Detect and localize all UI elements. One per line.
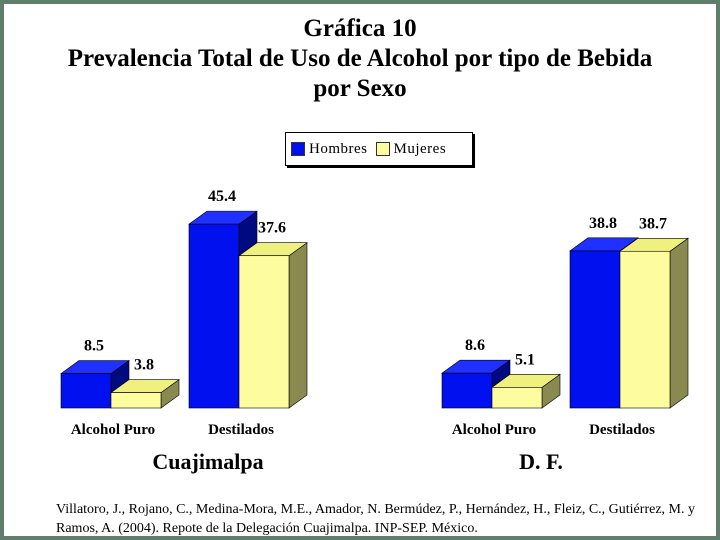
- value-label-df-destilados-hombres: 38.8: [589, 215, 617, 232]
- category-label-alcohol-puro: Alcohol Puro: [452, 422, 536, 438]
- bar-df-destilados-hombres: [569, 250, 621, 409]
- value-label-df-alcohol-puro-hombres: 8.6: [465, 337, 485, 354]
- bar-cuajimalpa-alcohol-puro-hombres: [60, 373, 112, 409]
- bar-cuajimalpa-destilados-hombres: [188, 223, 240, 409]
- bar-df-destilados-mujeres: [619, 250, 671, 409]
- category-label-destilados: Destilados: [589, 422, 655, 438]
- category-label-destilados: Destilados: [208, 422, 274, 438]
- legend-item-hombres: Hombres: [291, 141, 368, 158]
- bar-cuajimalpa-alcohol-puro-mujeres: [110, 392, 162, 409]
- bar-side-df-destilados-mujeres: [669, 237, 689, 409]
- group-label-df: D. F.: [519, 449, 563, 474]
- value-label-df-destilados-mujeres: 38.7: [639, 215, 667, 232]
- legend-swatch-hombres: [291, 142, 305, 156]
- legend-label-hombres: Hombres: [309, 140, 368, 157]
- value-label-cuajimalpa-alcohol-puro-mujeres: 3.8: [134, 357, 154, 374]
- legend-item-mujeres: Mujeres: [375, 140, 447, 158]
- chart-title: Gráfica 10 Prevalencia Total de Uso de A…: [4, 14, 716, 104]
- bar-df-alcohol-puro-hombres: [441, 372, 493, 409]
- value-label-cuajimalpa-destilados-mujeres: 37.6: [258, 220, 286, 237]
- title-line-3: por Sexo: [313, 75, 407, 102]
- title-line-2: Prevalencia Total de Uso de Alcohol por …: [67, 45, 653, 72]
- legend-label-mujeres: Mujeres: [393, 140, 447, 157]
- group-label-cuajimalpa: Cuajimalpa: [152, 449, 263, 474]
- legend-swatch-mujeres: [375, 142, 390, 156]
- legend: Hombres Mujeres: [285, 132, 473, 166]
- category-label-alcohol-puro: Alcohol Puro: [71, 422, 155, 438]
- value-label-cuajimalpa-alcohol-puro-hombres: 8.5: [84, 338, 104, 355]
- bar-side-cuajimalpa-destilados-mujeres: [288, 242, 308, 409]
- source-credit: Villatoro, J., Rojano, C., Medina-Mora, …: [56, 502, 695, 536]
- value-label-cuajimalpa-destilados-hombres: 45.4: [208, 188, 236, 205]
- bar-df-alcohol-puro-mujeres: [491, 387, 543, 409]
- bar-cuajimalpa-destilados-mujeres: [238, 255, 290, 409]
- title-line-1: Gráfica 10: [303, 15, 417, 42]
- value-label-df-alcohol-puro-mujeres: 5.1: [515, 351, 535, 368]
